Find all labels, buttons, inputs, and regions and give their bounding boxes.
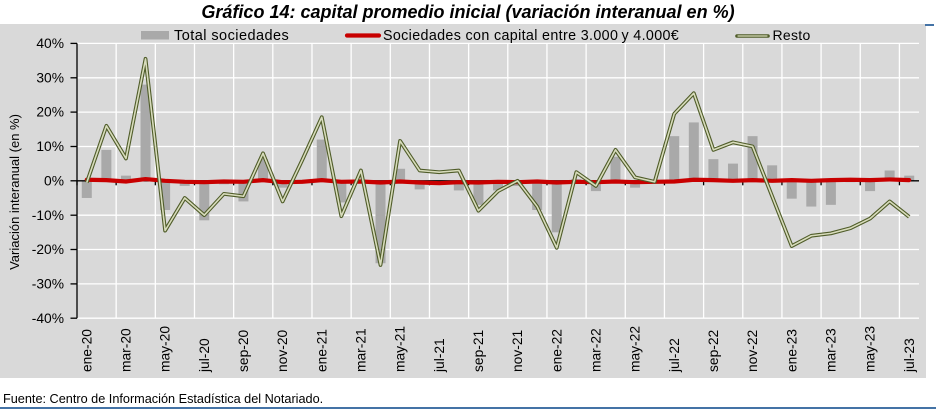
svg-text:sep-21: sep-21 [471,330,486,372]
svg-text:10%: 10% [36,139,64,154]
svg-text:Total sociedades: Total sociedades [174,28,289,44]
svg-text:mar-23: mar-23 [824,328,839,372]
svg-text:ene-20: ene-20 [79,329,94,372]
svg-text:20%: 20% [36,105,64,120]
svg-text:nov-22: nov-22 [745,330,760,372]
svg-text:Resto: Resto [773,27,811,43]
svg-text:30%: 30% [36,70,64,85]
svg-text:Fuente: Centro de Información: Fuente: Centro de Información Estadístic… [3,392,323,406]
svg-text:jul-22: jul-22 [667,338,682,373]
svg-text:may-21: may-21 [393,326,408,372]
svg-text:may-23: may-23 [863,326,878,372]
svg-text:may-22: may-22 [628,326,643,372]
svg-text:40%: 40% [36,36,64,51]
svg-text:ene-22: ene-22 [549,329,564,372]
svg-text:nov-20: nov-20 [275,329,290,372]
svg-text:mar-22: mar-22 [589,328,604,372]
svg-text:-30%: -30% [32,277,64,292]
svg-text:jul-20: jul-20 [197,338,212,373]
svg-text:mar-21: mar-21 [354,328,369,372]
svg-text:sep-22: sep-22 [706,330,721,372]
svg-text:-10%: -10% [32,208,64,223]
svg-text:Variación interanual (en %): Variación interanual (en %) [7,114,22,270]
svg-text:-20%: -20% [32,242,64,257]
svg-text:sep-20: sep-20 [236,329,251,372]
svg-text:Gráfico 14: capital promedio i: Gráfico 14: capital promedio inicial (va… [201,2,734,22]
svg-text:ene-21: ene-21 [314,329,329,372]
svg-text:jul-21: jul-21 [432,338,447,373]
svg-text:mar-20: mar-20 [119,328,134,372]
svg-text:nov-21: nov-21 [510,330,525,372]
svg-text:may-20: may-20 [158,326,173,372]
svg-text:jul-23: jul-23 [902,338,917,373]
svg-text:0%: 0% [44,173,64,188]
svg-text:-40%: -40% [32,311,64,326]
svg-text:ene-23: ene-23 [784,329,799,372]
svg-text:Sociedades con capital entre 3: Sociedades con capital entre 3.000 y 4.0… [383,28,679,44]
